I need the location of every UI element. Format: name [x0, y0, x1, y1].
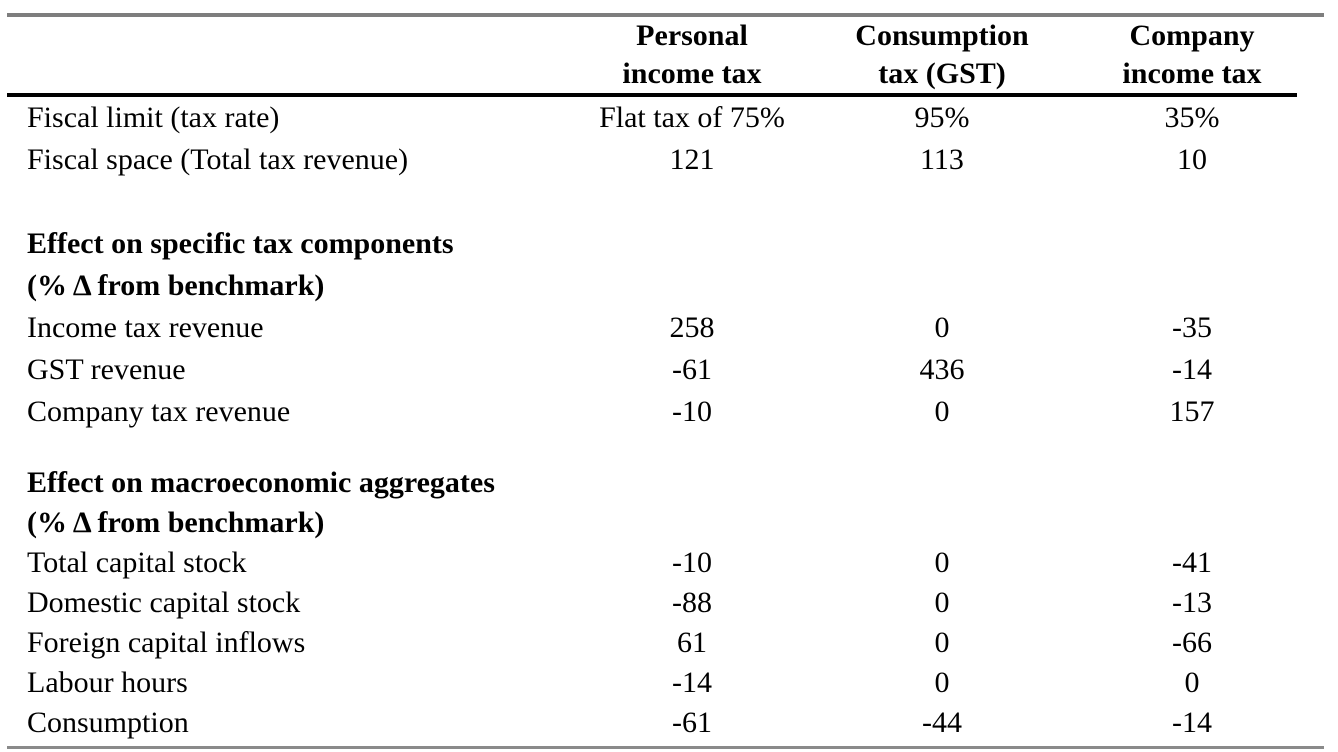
cell-value: -61	[672, 353, 712, 386]
row-label: GST revenue	[27, 353, 186, 386]
cell-value: 61	[677, 626, 707, 659]
table-header-row: Personal income tax Consumption tax (GST…	[0, 17, 1338, 93]
row-label: Consumption	[27, 706, 189, 739]
cell-value: -35	[1172, 311, 1212, 344]
column-header-line: Consumption	[855, 19, 1029, 52]
table-row-domestic-capital-stock: Domestic capital stock -88 0 -13	[0, 583, 1338, 623]
table-row-total-capital-stock: Total capital stock -10 0 -41	[0, 543, 1338, 583]
column-header-line: tax (GST)	[878, 57, 1006, 90]
table-row-fiscal-space: Fiscal space (Total tax revenue) 121 113…	[0, 139, 1338, 181]
table-row-fiscal-limit: Fiscal limit (tax rate) Flat tax of 75% …	[0, 97, 1338, 139]
cell-value: 121	[669, 143, 715, 176]
table-row-company-tax-revenue: Company tax revenue -10 0 157	[0, 391, 1338, 433]
cell-value: 10	[1177, 143, 1207, 176]
section-subheading-row: (% Δ from benchmark)	[0, 503, 1338, 543]
cell-value: -66	[1172, 626, 1212, 659]
cell-value: 35%	[1164, 101, 1220, 134]
cell-value: 95%	[914, 101, 970, 134]
fiscal-block: Fiscal limit (tax rate) Flat tax of 75% …	[0, 97, 1338, 181]
cell-value: -10	[672, 546, 712, 579]
section-macroeconomic-aggregates: Effect on macroeconomic aggregates (% Δ …	[0, 463, 1338, 743]
column-header-line: Personal	[636, 19, 748, 52]
section-heading: Effect on specific tax components	[27, 227, 454, 260]
column-header-personal-income-tax: Personal income tax	[567, 17, 817, 93]
column-header-consumption-tax-gst: Consumption tax (GST)	[817, 17, 1067, 93]
cell-value: -61	[672, 706, 712, 739]
cell-value: 0	[934, 311, 950, 344]
cell-value: -14	[672, 666, 712, 699]
cell-value: 0	[934, 626, 950, 659]
column-header-line: income tax	[622, 57, 762, 90]
row-label: Fiscal limit (tax rate)	[27, 101, 280, 134]
column-header-line: Company	[1129, 19, 1255, 52]
row-label: Total capital stock	[27, 546, 247, 579]
table-row-income-tax-revenue: Income tax revenue 258 0 -35	[0, 307, 1338, 349]
top-rule	[7, 13, 1324, 17]
cell-value: 258	[669, 311, 715, 344]
cell-value: 0	[1184, 666, 1200, 699]
cell-value: 157	[1169, 395, 1215, 428]
cell-value: 113	[920, 143, 964, 176]
cell-value: -44	[922, 706, 962, 739]
cell-value: 0	[934, 666, 950, 699]
row-label: Foreign capital inflows	[27, 626, 306, 659]
cell-value: -14	[1172, 353, 1212, 386]
section-spacer	[0, 433, 1338, 463]
cell-value: -88	[672, 586, 712, 619]
section-spacer	[0, 181, 1338, 223]
table-row-labour-hours: Labour hours -14 0 0	[0, 663, 1338, 703]
section-subheading: (% Δ from benchmark)	[27, 506, 325, 539]
table-row-consumption: Consumption -61 -44 -14	[0, 703, 1338, 743]
cell-value: 0	[934, 546, 950, 579]
column-header-line: income tax	[1122, 57, 1262, 90]
cell-value: 436	[919, 353, 965, 386]
cell-value: Flat tax of 75%	[599, 101, 785, 134]
cell-value: 0	[934, 395, 950, 428]
cell-value: -14	[1172, 706, 1212, 739]
cell-value: -41	[1172, 546, 1212, 579]
row-label: Domestic capital stock	[27, 586, 301, 619]
section-heading-row: Effect on macroeconomic aggregates	[0, 463, 1338, 503]
table-row-gst-revenue: GST revenue -61 436 -14	[0, 349, 1338, 391]
row-label: Fiscal space (Total tax revenue)	[27, 143, 409, 176]
cell-value: -13	[1172, 586, 1212, 619]
section-heading: Effect on macroeconomic aggregates	[27, 466, 495, 499]
section-heading-row: Effect on specific tax components	[0, 223, 1338, 265]
table-row-foreign-capital-inflows: Foreign capital inflows 61 0 -66	[0, 623, 1338, 663]
cell-value: -10	[672, 395, 712, 428]
section-specific-tax-components: Effect on specific tax components (% Δ f…	[0, 223, 1338, 433]
section-subheading-row: (% Δ from benchmark)	[0, 265, 1338, 307]
row-label: Company tax revenue	[27, 395, 291, 428]
row-label: Income tax revenue	[27, 311, 264, 344]
column-header-company-income-tax: Company income tax	[1067, 17, 1317, 93]
cell-value: 0	[934, 586, 950, 619]
header-rule	[7, 93, 1297, 97]
section-subheading: (% Δ from benchmark)	[27, 269, 325, 302]
row-label: Labour hours	[27, 666, 188, 699]
bottom-rule	[7, 746, 1324, 749]
